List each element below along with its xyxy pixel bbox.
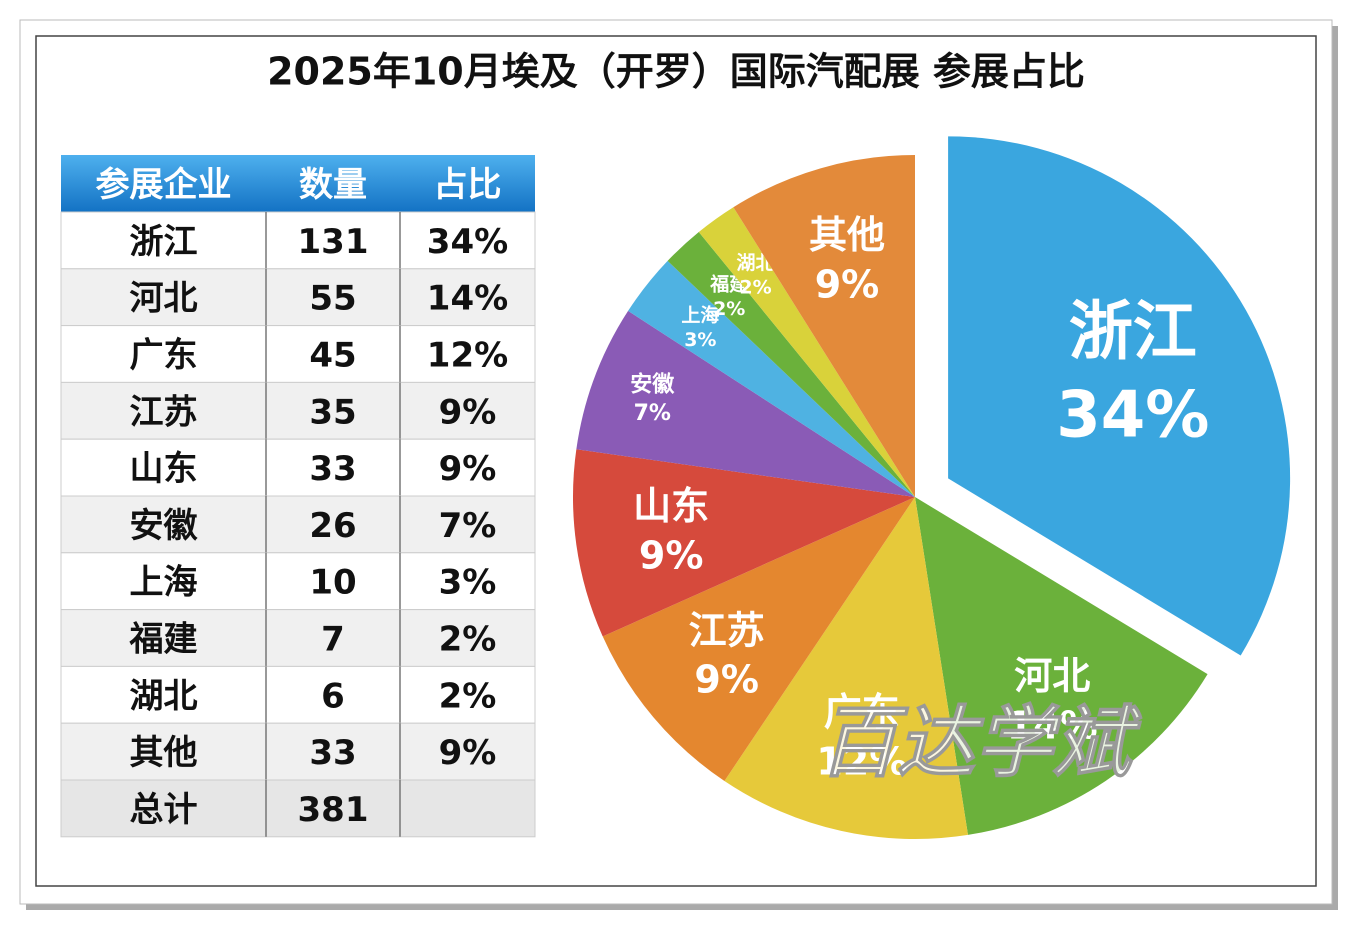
header-cell: 占比 [434, 165, 502, 205]
pie-slice [573, 449, 915, 637]
slice-label: 2% [739, 276, 771, 298]
slice-label: 34% [1056, 379, 1209, 453]
table-cell: 33 [309, 449, 356, 489]
table-cell: 山东 [130, 449, 198, 489]
table-cell: 福建 [129, 620, 198, 660]
header-cell: 参展企业 [96, 165, 232, 205]
table-cell: 3% [439, 563, 497, 603]
table-cell: 26 [309, 506, 356, 546]
table-cell: 10 [309, 563, 356, 603]
table-cell: 12% [427, 336, 508, 376]
slice-name: 河北 [1014, 654, 1090, 698]
table-row [60, 325, 536, 383]
pie-slice [576, 310, 915, 497]
table-cell: 浙江 [130, 222, 198, 262]
table-cell: 35 [309, 392, 356, 432]
table-cell: 2% [439, 620, 497, 660]
table-cell: 9% [439, 733, 497, 773]
table-cell: 9% [439, 449, 497, 489]
pie-slice [628, 260, 915, 497]
slice-name: 安徽 [630, 372, 675, 398]
table-cell: 9% [439, 392, 497, 432]
slice-label: 14% [1007, 704, 1098, 748]
frame [35, 35, 1317, 887]
table-cell: 33 [309, 733, 356, 773]
table-cell: 江苏 [130, 392, 198, 432]
slice-label: 9% [694, 658, 759, 702]
table-cell: 安徽 [130, 506, 199, 546]
slice-label: 7% [634, 401, 671, 426]
pie: 浙江34%河北14%广东12%江苏9%山东9%安徽7%上海3%福建2%湖北2%其… [573, 136, 1291, 839]
table-row [60, 779, 536, 838]
slice-label: 9% [815, 262, 880, 306]
table-row [60, 495, 536, 554]
table-cell: 湖北 [130, 676, 198, 716]
slice-label: 3% [684, 329, 716, 351]
slice-name: 上海 [681, 303, 719, 326]
pie-slice [698, 207, 915, 497]
pie-slice [948, 136, 1291, 656]
table-cell: 34% [427, 222, 508, 262]
table-cell: 6 [321, 676, 345, 716]
table-cell: 上海 [130, 563, 198, 603]
slice-name: 浙江 [1069, 295, 1197, 369]
table-cell: 河北 [130, 279, 198, 319]
pie-slice [667, 231, 915, 497]
table-cell: 总计 [130, 790, 198, 830]
table-cell: 7% [439, 506, 497, 546]
slice-label: 9% [639, 533, 704, 577]
table-cell: 其他 [130, 733, 198, 773]
table-cell: 2% [439, 676, 497, 716]
table-row [60, 552, 536, 611]
pie-slice [602, 497, 915, 781]
watermark: 百达学斌 [819, 698, 1142, 788]
table-row [60, 268, 536, 327]
table-cell: 广东 [130, 336, 198, 376]
slice-label: 2% [713, 298, 745, 320]
table-row [60, 211, 536, 270]
table-cell: 14% [427, 279, 508, 319]
table-cell: 45 [309, 336, 356, 376]
slice-name: 江苏 [689, 608, 765, 652]
table-header [61, 155, 535, 212]
pie-slice [724, 497, 968, 839]
slice-name: 其他 [809, 213, 885, 257]
table-cell: 7 [321, 620, 345, 660]
pie-slice [915, 497, 1208, 835]
header-cell: 数量 [299, 165, 367, 205]
table-row [60, 381, 536, 440]
table-cell: 55 [309, 279, 356, 319]
table-cell: 381 [298, 790, 369, 830]
slice-label: 12% [816, 740, 907, 784]
chart-title: 2025年10月埃及（开罗）国际汽配展 参展占比 [267, 50, 1085, 94]
table-row [60, 438, 536, 497]
slice-name: 山东 [633, 484, 709, 528]
slice-name: 广东 [824, 690, 900, 734]
table-row [60, 665, 536, 724]
pie-slice [733, 155, 915, 497]
table-cell: 131 [298, 222, 369, 262]
table-row [60, 722, 536, 781]
